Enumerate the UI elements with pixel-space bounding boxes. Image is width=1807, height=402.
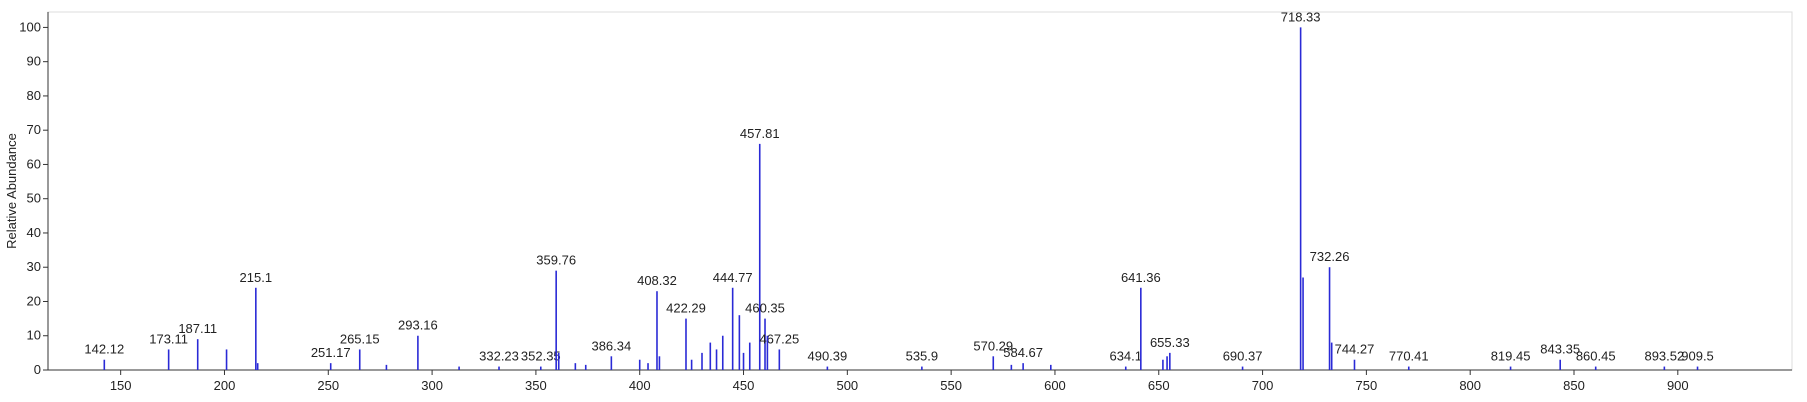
peak-label: 819.45	[1491, 349, 1531, 364]
x-tick-label: 250	[317, 378, 339, 393]
x-tick-label: 150	[110, 378, 132, 393]
peak-label: 535.9	[906, 349, 939, 364]
y-tick-label: 60	[27, 156, 41, 171]
x-tick-label: 600	[1044, 378, 1066, 393]
y-tick-label: 40	[27, 225, 41, 240]
peak-label: 893.52	[1644, 349, 1684, 364]
peak-label: 173.11	[149, 331, 188, 346]
peak-label: 641.36	[1121, 270, 1161, 285]
peak-label: 718.33	[1281, 9, 1321, 24]
x-tick-label: 750	[1356, 378, 1378, 393]
peak-label: 467.25	[759, 331, 799, 346]
peak-label: 460.35	[745, 301, 785, 316]
y-tick-label: 70	[27, 122, 41, 137]
x-tick-label: 650	[1148, 378, 1170, 393]
x-tick-label: 850	[1563, 378, 1585, 393]
peak-label: 386.34	[591, 338, 631, 353]
peak-label: 187.11	[178, 321, 217, 336]
y-tick-label: 10	[27, 328, 41, 343]
peak-label: 293.16	[398, 318, 438, 333]
plot-area	[47, 11, 1793, 371]
peak-label: 444.77	[713, 270, 753, 285]
peak-label: 909.5	[1681, 349, 1714, 364]
x-tick-label: 800	[1459, 378, 1481, 393]
y-tick-label: 80	[27, 88, 41, 103]
peak-label: 142.12	[84, 342, 124, 357]
peak-label: 770.41	[1389, 349, 1429, 364]
peak-label: 490.39	[807, 349, 847, 364]
peak-label: 634.1	[1109, 349, 1142, 364]
x-tick-label: 400	[629, 378, 651, 393]
x-tick-label: 900	[1667, 378, 1689, 393]
peak-label: 352.35	[521, 349, 561, 364]
x-tick-label: 300	[421, 378, 443, 393]
x-tick-label: 700	[1252, 378, 1274, 393]
x-tick-label: 200	[214, 378, 236, 393]
peak-label: 422.29	[666, 301, 706, 316]
peak-label: 690.37	[1223, 349, 1263, 364]
x-tick-label: 550	[940, 378, 962, 393]
x-tick-label: 450	[733, 378, 755, 393]
x-tick-label: 500	[836, 378, 858, 393]
peak-label: 584.67	[1003, 345, 1043, 360]
y-tick-label: 20	[27, 293, 41, 308]
peak-label: 251.17	[311, 345, 351, 360]
y-tick-label: 100	[19, 19, 41, 34]
peak-label: 843.35	[1540, 342, 1580, 357]
peak-label: 408.32	[637, 273, 677, 288]
y-tick-label: 90	[27, 54, 41, 69]
x-tick-label: 350	[525, 378, 547, 393]
peak-label: 457.81	[740, 126, 780, 141]
y-axis-label: Relative Abundance	[4, 133, 19, 249]
y-tick-label: 30	[27, 259, 41, 274]
y-tick-label: 0	[34, 362, 41, 377]
peak-label: 215.1	[240, 270, 273, 285]
peak-label: 732.26	[1310, 249, 1350, 264]
peak-label: 860.45	[1576, 349, 1616, 364]
peak-label: 265.15	[340, 331, 380, 346]
peak-label: 655.33	[1150, 335, 1190, 350]
y-tick-label: 50	[27, 191, 41, 206]
peak-label: 744.27	[1335, 342, 1375, 357]
peak-label: 570.29	[973, 338, 1013, 353]
peak-label: 332.23	[479, 349, 519, 364]
peak-label: 359.76	[536, 253, 576, 268]
